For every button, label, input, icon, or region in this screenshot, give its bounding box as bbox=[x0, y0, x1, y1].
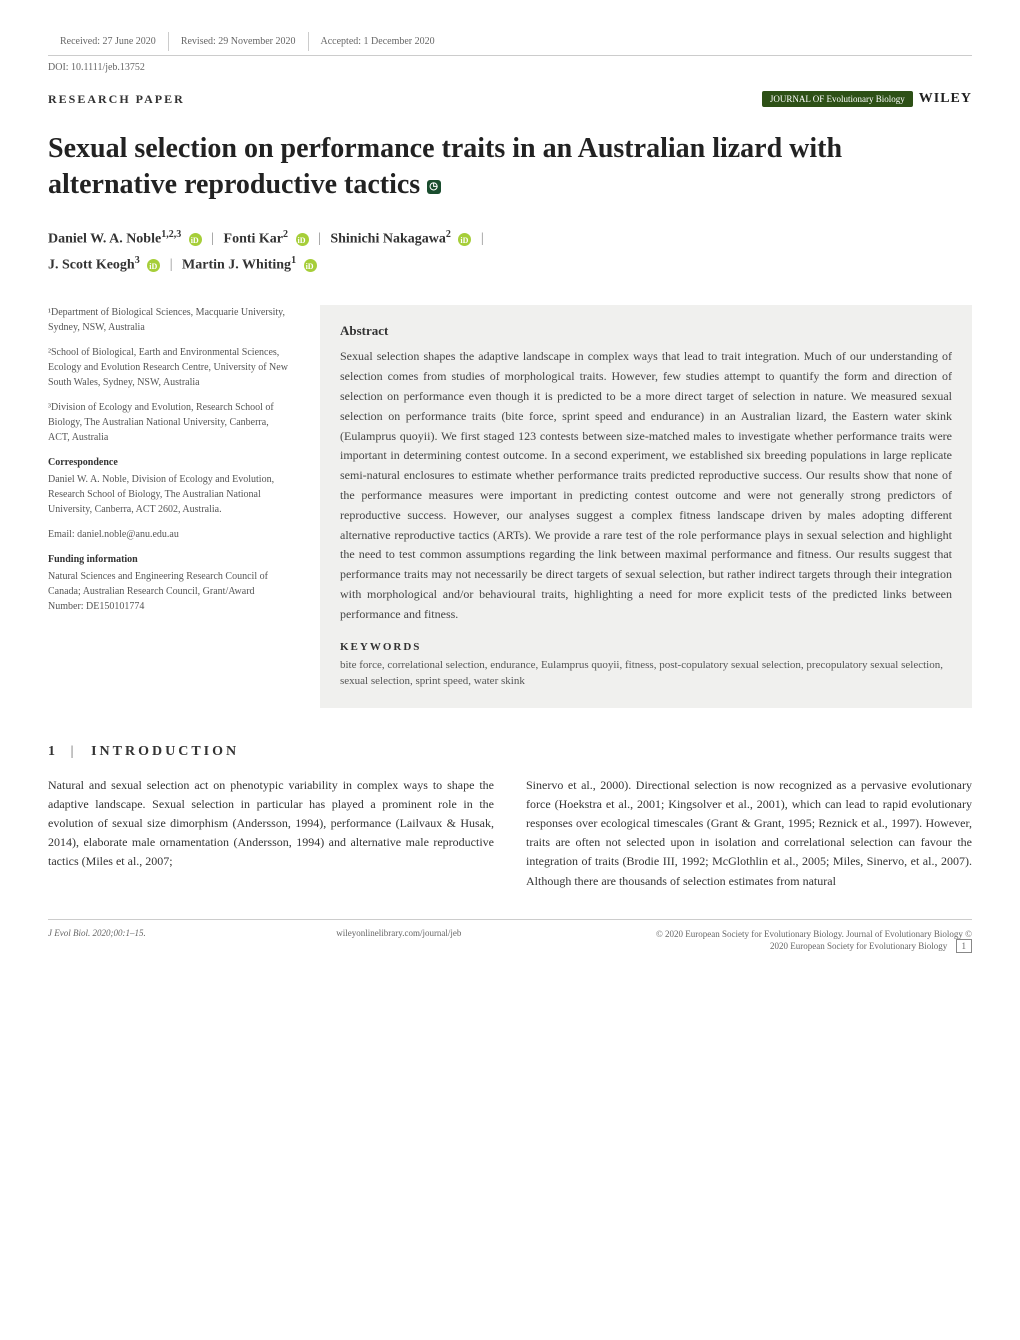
orcid-icon[interactable] bbox=[147, 259, 160, 272]
funding-text: Natural Sciences and Engineering Researc… bbox=[48, 569, 288, 614]
funding-head: Funding information bbox=[48, 552, 288, 567]
orcid-icon[interactable] bbox=[189, 233, 202, 246]
page-footer: J Evol Biol. 2020;00:1–15. wileyonlineli… bbox=[48, 919, 972, 953]
author-3-aff: 2 bbox=[446, 229, 451, 240]
authors-list: Daniel W. A. Noble1,2,3 | Fonti Kar2 | S… bbox=[48, 226, 972, 278]
copyright-text: © 2020 European Society for Evolutionary… bbox=[656, 929, 972, 952]
keywords-head: KEYWORDS bbox=[340, 641, 952, 653]
affiliation-1: ¹Department of Biological Sciences, Macq… bbox=[48, 305, 288, 335]
abstract-text: Sexual selection shapes the adaptive lan… bbox=[340, 347, 952, 624]
author-separator: | bbox=[211, 231, 214, 246]
correspondence-head: Correspondence bbox=[48, 455, 288, 470]
section-number: 1 bbox=[48, 744, 58, 759]
publisher-logo: WILEY bbox=[919, 91, 972, 107]
doi: DOI: 10.1111/jeb.13752 bbox=[48, 62, 972, 73]
orcid-icon[interactable] bbox=[304, 259, 317, 272]
title-text: Sexual selection on performance traits i… bbox=[48, 133, 842, 200]
author-4-aff: 3 bbox=[135, 255, 140, 266]
article-title: Sexual selection on performance traits i… bbox=[48, 131, 972, 204]
orcid-icon[interactable] bbox=[458, 233, 471, 246]
author-3: Shinichi Nakagawa bbox=[330, 231, 446, 246]
type-row: RESEARCH PAPER JOURNAL OF Evolutionary B… bbox=[48, 91, 972, 107]
body-column-2: Sinervo et al., 2000). Directional selec… bbox=[526, 776, 972, 891]
author-5-aff: 1 bbox=[291, 255, 296, 266]
keywords-text: bite force, correlational selection, end… bbox=[340, 657, 952, 690]
footer-citation: J Evol Biol. 2020;00:1–15. bbox=[48, 928, 146, 938]
heading-separator: | bbox=[71, 744, 77, 759]
page: Received: 27 June 2020 Revised: 29 Novem… bbox=[0, 0, 1020, 985]
revised-date: Revised: 29 November 2020 bbox=[169, 32, 309, 51]
correspondence-email: Email: daniel.noble@anu.edu.au bbox=[48, 527, 288, 542]
orcid-icon[interactable] bbox=[296, 233, 309, 246]
page-number: 1 bbox=[956, 939, 973, 953]
received-date: Received: 27 June 2020 bbox=[48, 32, 169, 51]
author-2: Fonti Kar bbox=[224, 231, 284, 246]
revision-dates-bar: Received: 27 June 2020 Revised: 29 Novem… bbox=[48, 32, 972, 56]
correspondence-text: Daniel W. A. Noble, Division of Ecology … bbox=[48, 472, 288, 517]
author-separator: | bbox=[170, 257, 173, 272]
accepted-date: Accepted: 1 December 2020 bbox=[309, 32, 447, 51]
supplementary-icon bbox=[427, 180, 441, 194]
journal-badge-group: JOURNAL OF Evolutionary Biology WILEY bbox=[762, 91, 972, 107]
footer-copyright: © 2020 European Society for Evolutionary… bbox=[652, 928, 972, 953]
abstract-box: Abstract Sexual selection shapes the ada… bbox=[320, 305, 972, 707]
introduction-heading: 1 | INTRODUCTION bbox=[48, 744, 972, 760]
affiliation-3: ³Division of Ecology and Evolution, Rese… bbox=[48, 400, 288, 445]
footer-url: wileyonlinelibrary.com/journal/jeb bbox=[336, 928, 461, 938]
abstract-head: Abstract bbox=[340, 323, 952, 339]
author-separator: | bbox=[318, 231, 321, 246]
affiliation-2: ²School of Biological, Earth and Environ… bbox=[48, 345, 288, 390]
journal-name-badge: JOURNAL OF Evolutionary Biology bbox=[762, 91, 913, 107]
author-1-aff: 1,2,3 bbox=[161, 229, 181, 240]
author-separator: | bbox=[481, 231, 484, 246]
affiliations-column: ¹Department of Biological Sciences, Macq… bbox=[48, 305, 288, 707]
body-column-1: Natural and sexual selection act on phen… bbox=[48, 776, 494, 891]
introduction-section: 1 | INTRODUCTION Natural and sexual sele… bbox=[48, 744, 972, 891]
author-1: Daniel W. A. Noble bbox=[48, 231, 161, 246]
author-5: Martin J. Whiting bbox=[182, 257, 291, 272]
section-title: INTRODUCTION bbox=[91, 744, 239, 759]
author-2-aff: 2 bbox=[283, 229, 288, 240]
body-columns: Natural and sexual selection act on phen… bbox=[48, 776, 972, 891]
metadata-abstract-row: ¹Department of Biological Sciences, Macq… bbox=[48, 305, 972, 707]
paper-type: RESEARCH PAPER bbox=[48, 92, 185, 107]
author-4: J. Scott Keogh bbox=[48, 257, 135, 272]
